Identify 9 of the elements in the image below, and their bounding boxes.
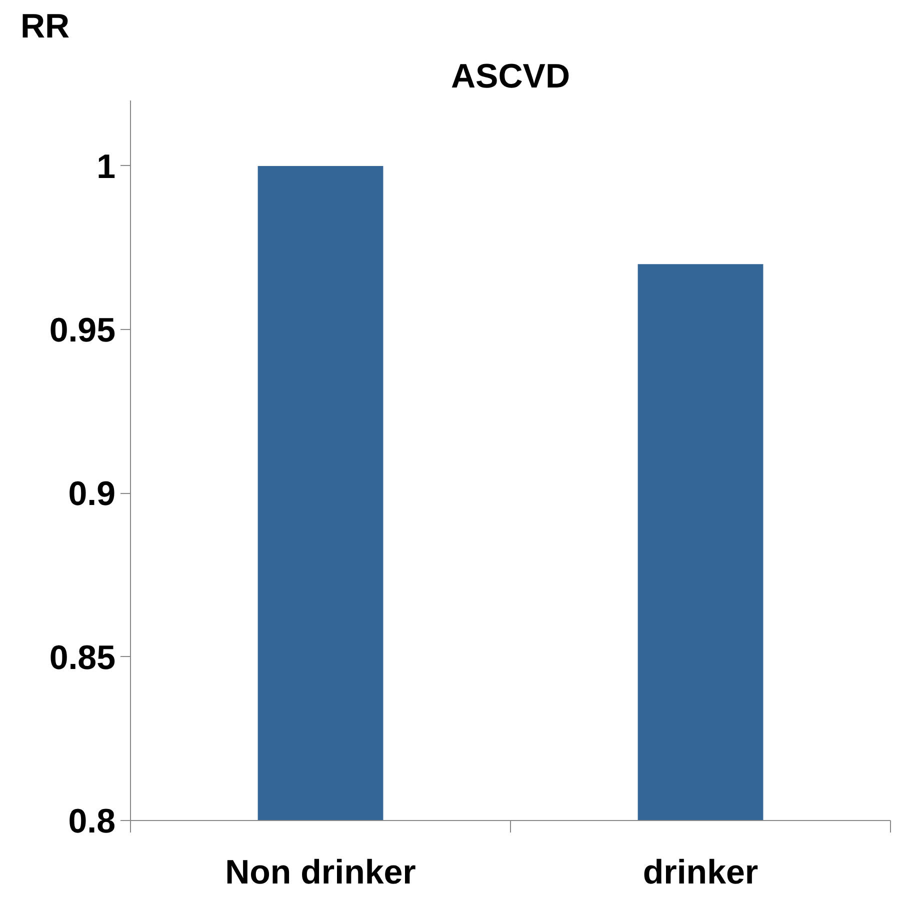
- chart-title: ASCVD: [450, 58, 570, 96]
- y-tick-label: 0.8: [68, 802, 116, 840]
- y-tick-label: 0.85: [49, 638, 116, 677]
- y-axis-title: RR: [20, 8, 70, 46]
- y-tick-label: 1: [96, 148, 116, 186]
- x-tick-label: drinker: [642, 854, 758, 892]
- x-tick-label: Non drinker: [225, 854, 416, 892]
- y-tick-label: 0.9: [68, 475, 116, 514]
- y-tick-label: 0.95: [49, 312, 116, 350]
